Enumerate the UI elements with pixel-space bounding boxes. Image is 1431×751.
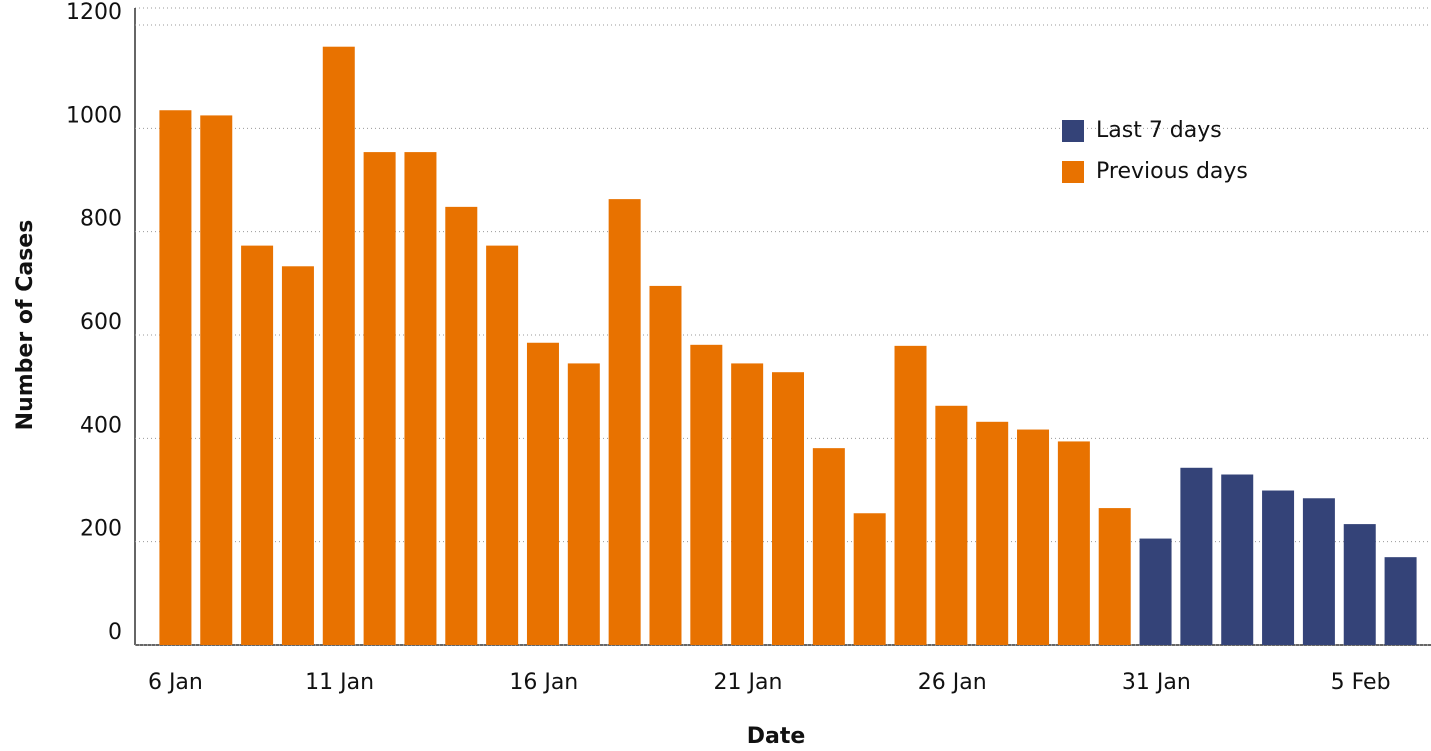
bar xyxy=(1017,429,1050,645)
legend-label: Last 7 days xyxy=(1096,118,1222,143)
bar xyxy=(445,206,478,645)
bar xyxy=(731,363,764,645)
x-tick-label: 31 Jan xyxy=(1122,670,1191,695)
y-tick-label: 0 xyxy=(108,620,122,645)
bar xyxy=(241,245,274,645)
x-tick-label: 16 Jan xyxy=(509,670,578,695)
x-tick-label: 6 Jan xyxy=(148,670,203,695)
bar xyxy=(649,285,682,645)
bar xyxy=(976,421,1009,645)
bar xyxy=(486,245,519,645)
bar xyxy=(935,405,968,645)
legend-swatch xyxy=(1062,120,1084,142)
bar xyxy=(567,363,600,645)
y-tick-label: 200 xyxy=(80,517,122,542)
y-axis-title: Number of Cases xyxy=(13,220,38,431)
x-tick-label: 5 Feb xyxy=(1331,670,1391,695)
x-tick-label: 21 Jan xyxy=(714,670,783,695)
bar xyxy=(1384,557,1417,645)
y-tick-label: 600 xyxy=(80,310,122,335)
bar xyxy=(200,115,233,645)
bar xyxy=(363,152,396,645)
bar xyxy=(894,345,927,645)
bar xyxy=(812,448,845,645)
bar xyxy=(1302,498,1335,645)
bar xyxy=(772,372,804,645)
bar xyxy=(1098,508,1131,645)
legend-swatch xyxy=(1062,161,1084,183)
y-tick-label: 1000 xyxy=(66,103,122,128)
bar xyxy=(1057,441,1090,645)
bar xyxy=(159,110,192,645)
x-tick-label: 26 Jan xyxy=(918,670,987,695)
bar xyxy=(1343,524,1376,645)
bar xyxy=(281,266,314,645)
bar xyxy=(1262,490,1295,645)
bar xyxy=(322,46,355,645)
x-axis-title: Date xyxy=(747,724,806,749)
bar xyxy=(1180,467,1213,645)
x-tick-label: 11 Jan xyxy=(305,670,374,695)
y-tick-label: 800 xyxy=(80,207,122,232)
bar xyxy=(1221,474,1254,645)
bar xyxy=(690,344,723,645)
bar xyxy=(853,513,886,645)
y-tick-label: 400 xyxy=(80,413,122,438)
bar xyxy=(1139,538,1172,645)
bar xyxy=(608,199,641,645)
y-tick-label: 1200 xyxy=(66,0,122,25)
bar xyxy=(404,152,437,645)
legend-label: Previous days xyxy=(1096,159,1248,184)
bar xyxy=(526,342,559,645)
